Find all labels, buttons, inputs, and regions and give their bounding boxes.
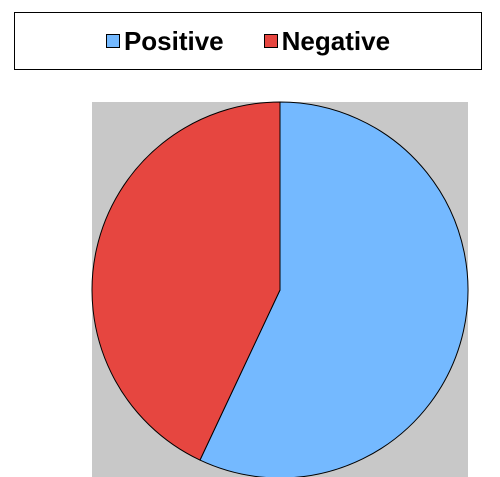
pie-slice-negative xyxy=(91,101,281,461)
legend-entry-negative: Negative xyxy=(263,26,391,56)
pie-slice-positive xyxy=(199,101,469,477)
chart-legend: Positive Negative xyxy=(14,12,482,70)
legend-label-negative: Negative xyxy=(281,26,391,56)
legend-entry-positive: Positive xyxy=(105,26,224,56)
legend-swatch-negative xyxy=(263,34,278,48)
legend-label-positive: Positive xyxy=(123,26,224,56)
legend-swatch-positive xyxy=(105,34,120,48)
pie-slices xyxy=(91,101,469,477)
